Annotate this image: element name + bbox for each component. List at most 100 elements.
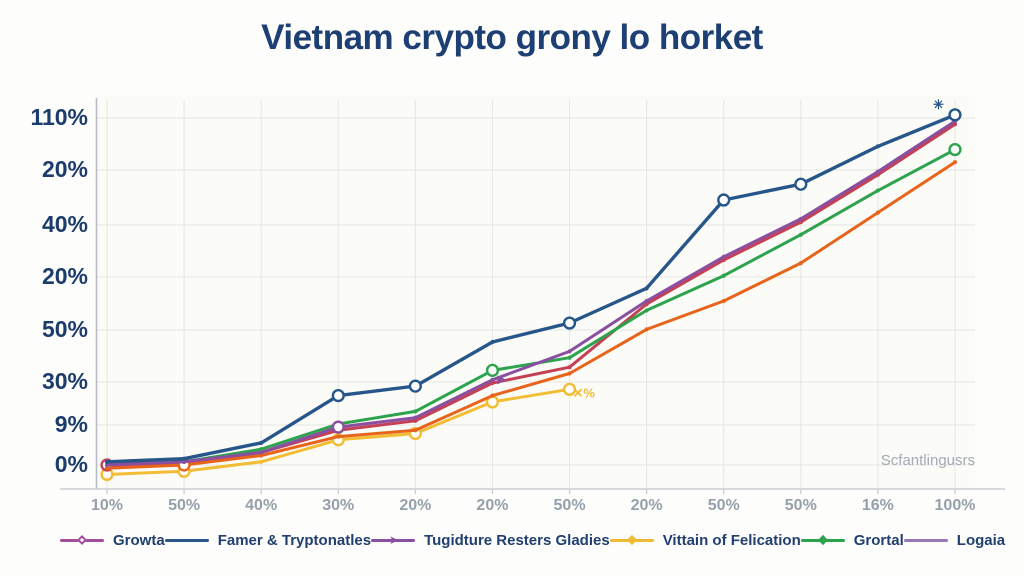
watermark: Scfantlingusrs xyxy=(880,452,975,469)
x-axis-label: 20% xyxy=(399,497,432,514)
point-dot-grortal xyxy=(875,188,881,193)
point-dot-logaia xyxy=(490,393,495,398)
legend-item-1: Growta xyxy=(60,532,165,549)
point-dot-tugidture xyxy=(490,377,495,382)
arrow-marker-icon: ➤ xyxy=(389,532,400,547)
point-dot-tugidture xyxy=(104,462,110,468)
point-dot-logaia xyxy=(721,298,726,304)
legend-item-6: Logaia xyxy=(903,531,1006,549)
legend-label: Vittain of Felication xyxy=(662,531,801,549)
point-dot-logaia xyxy=(644,327,649,332)
point-dot-tugidture xyxy=(644,298,649,304)
ring-marker-grortal xyxy=(485,363,500,377)
legend-item-5: Grortal xyxy=(800,531,904,549)
arrow-marker-tugidture xyxy=(497,375,507,385)
legend-item-4: Vittain of Felication xyxy=(609,531,801,549)
y-axis-label: 110% xyxy=(30,104,88,130)
x-axis-label: 100% xyxy=(934,497,976,514)
point-dot-grortal xyxy=(259,447,264,452)
legend-label: Tugidture Resters Gladies xyxy=(424,531,610,549)
point-dot-tugidture xyxy=(721,254,726,259)
x-axis-label: 30% xyxy=(322,497,355,514)
open-diamond-marker-icon xyxy=(77,535,87,545)
legend-swatch xyxy=(164,533,209,547)
legend-swatch xyxy=(903,533,948,547)
point-dot-logaia xyxy=(413,428,418,433)
end-annotation-vittain: ✕% xyxy=(573,385,596,400)
point-dot-logaia xyxy=(875,210,881,215)
x-axis-label: 50% xyxy=(784,497,817,514)
point-dot-logaia xyxy=(798,261,803,266)
point-dot-growta xyxy=(413,418,418,423)
y-axis-label: 40% xyxy=(41,211,88,237)
legend-label: Logaia xyxy=(956,531,1006,549)
ring-marker-famer xyxy=(408,379,422,393)
ring-marker-vittain xyxy=(562,382,577,396)
point-dot-logaia xyxy=(104,466,110,471)
y-axis-label: 20% xyxy=(41,156,88,182)
ring-marker-famer xyxy=(562,316,577,330)
point-dot-famer xyxy=(644,286,649,291)
end-annotation-famer: ✳ xyxy=(933,97,944,112)
ring-marker-grortal xyxy=(948,142,962,157)
chart-title: Vietnam crypto grony lo horket xyxy=(261,18,763,57)
legend-label: Grortal xyxy=(853,531,904,549)
y-axis-label: 0% xyxy=(54,451,88,477)
point-dot-famer xyxy=(181,456,187,461)
point-dot-tugidture xyxy=(259,450,264,455)
ring-marker-famer xyxy=(717,193,731,207)
chart-legend: Growta Famer & Tryptonatles ➤ Tugidture Res… xyxy=(60,527,1005,553)
ring-marker-famer xyxy=(948,108,962,122)
legend-label: Famer & Tryptonatles xyxy=(217,531,372,549)
point-dot-tugidture xyxy=(181,459,187,464)
x-axis-label: 20% xyxy=(630,497,663,514)
ring-marker-tugidture xyxy=(331,420,345,434)
series-line-logaia xyxy=(105,160,957,470)
legend-swatch xyxy=(60,533,104,547)
legend-label: Growta xyxy=(113,531,165,549)
point-dot-vittain xyxy=(259,459,264,464)
point-dot-grortal xyxy=(567,355,572,360)
point-dot-famer xyxy=(259,440,264,446)
legend-swatch xyxy=(609,533,654,547)
x-axis-label: 50% xyxy=(707,497,740,514)
ring-marker-famer xyxy=(794,177,808,191)
point-dot-grortal xyxy=(721,273,726,278)
y-axis-label: 9% xyxy=(54,411,88,437)
point-dot-grortal xyxy=(413,409,418,414)
legend-item-3: ➤ Tugidture Resters Gladies xyxy=(371,532,610,549)
series-line-famer xyxy=(105,113,957,464)
y-axis-label: 20% xyxy=(41,263,88,289)
point-dot-grortal xyxy=(644,308,649,313)
y-axis-label: 50% xyxy=(41,316,88,342)
point-dot-famer xyxy=(104,459,110,464)
diamond-marker-icon xyxy=(626,535,637,545)
legend-item-2: Famer & Tryptonatles xyxy=(164,531,372,549)
diamond-marker-icon xyxy=(817,535,828,545)
ring-marker-famer xyxy=(331,389,345,403)
point-dot-logaia xyxy=(567,371,572,376)
point-dot-logaia xyxy=(259,453,264,458)
legend-swatch: ➤ xyxy=(371,532,416,547)
series-line-tugidture xyxy=(105,119,957,467)
x-axis-label: 50% xyxy=(168,497,201,514)
x-axis-label: 50% xyxy=(553,497,586,514)
x-axis-label: 20% xyxy=(476,497,509,514)
point-dot-grortal xyxy=(798,232,803,237)
point-dot-famer xyxy=(875,144,881,149)
x-axis-label: 10% xyxy=(90,497,124,514)
point-dot-logaia xyxy=(336,434,341,439)
plot-area xyxy=(96,95,975,489)
point-dot-logaia xyxy=(952,160,958,165)
point-dot-famer xyxy=(490,339,495,345)
point-dot-tugidture xyxy=(413,415,418,420)
y-axis-label: 30% xyxy=(41,368,88,394)
point-dot-tugidture xyxy=(567,349,572,354)
x-axis-label: 40% xyxy=(245,497,278,514)
legend-swatch xyxy=(800,533,845,547)
x-axis-label: 16% xyxy=(861,497,894,514)
point-dot-tugidture xyxy=(875,169,881,174)
point-dot-growta xyxy=(567,365,572,370)
point-dot-tugidture xyxy=(798,216,803,222)
